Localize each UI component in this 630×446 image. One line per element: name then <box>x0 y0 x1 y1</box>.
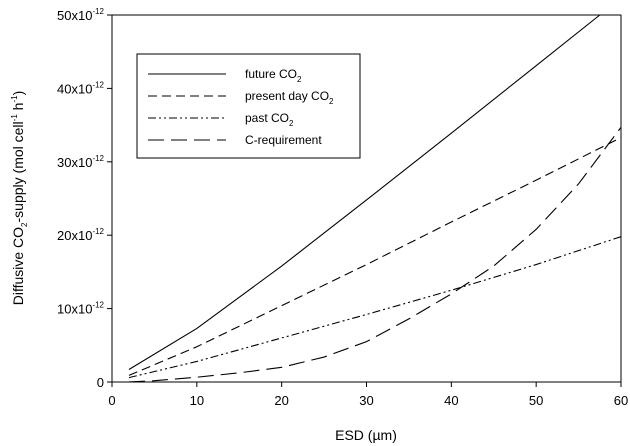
series-line-2 <box>128 137 622 376</box>
x-tick-label: 60 <box>614 393 628 408</box>
x-tick-label: 40 <box>444 393 458 408</box>
series-line-3 <box>128 236 622 379</box>
y-tick-label: 30x10-12 <box>57 154 105 170</box>
legend-label-1: future CO2 <box>245 67 302 84</box>
legend-box <box>136 53 361 159</box>
y-axis-ticks: 0 10x10-12 20x10-12 30x10-12 40x10-12 50x10-1… <box>57 7 112 390</box>
legend-label-3: past CO2 <box>245 111 294 128</box>
y-tick-label: 50x10-12 <box>57 7 105 23</box>
y-axis-title: Diffusive CO2-supply (mol cell-1 h-1) <box>10 91 29 306</box>
x-tick-label: 50 <box>529 393 543 408</box>
y-tick-label: 0 <box>97 375 104 390</box>
legend-label-2: present day CO2 <box>245 89 334 106</box>
legend-label-4: C-requirement <box>245 133 322 147</box>
series-line-4 <box>128 126 622 383</box>
x-tick-label: 0 <box>108 393 115 408</box>
y-tick-label: 40x10-12 <box>57 80 105 96</box>
x-axis-title: ESD (µm) <box>335 427 397 443</box>
x-tick-label: 30 <box>359 393 373 408</box>
x-axis-ticks: 0 10 20 30 40 50 60 <box>108 382 628 408</box>
y-tick-label: 20x10-12 <box>57 227 105 243</box>
x-tick-label: 10 <box>190 393 204 408</box>
legend: future CO2 present day CO2 past CO2 C-requi… <box>136 53 361 159</box>
series-lines <box>128 14 622 383</box>
x-tick-label: 20 <box>274 393 288 408</box>
series-line-1 <box>128 14 601 370</box>
y-tick-label: 10x10-12 <box>57 301 105 317</box>
